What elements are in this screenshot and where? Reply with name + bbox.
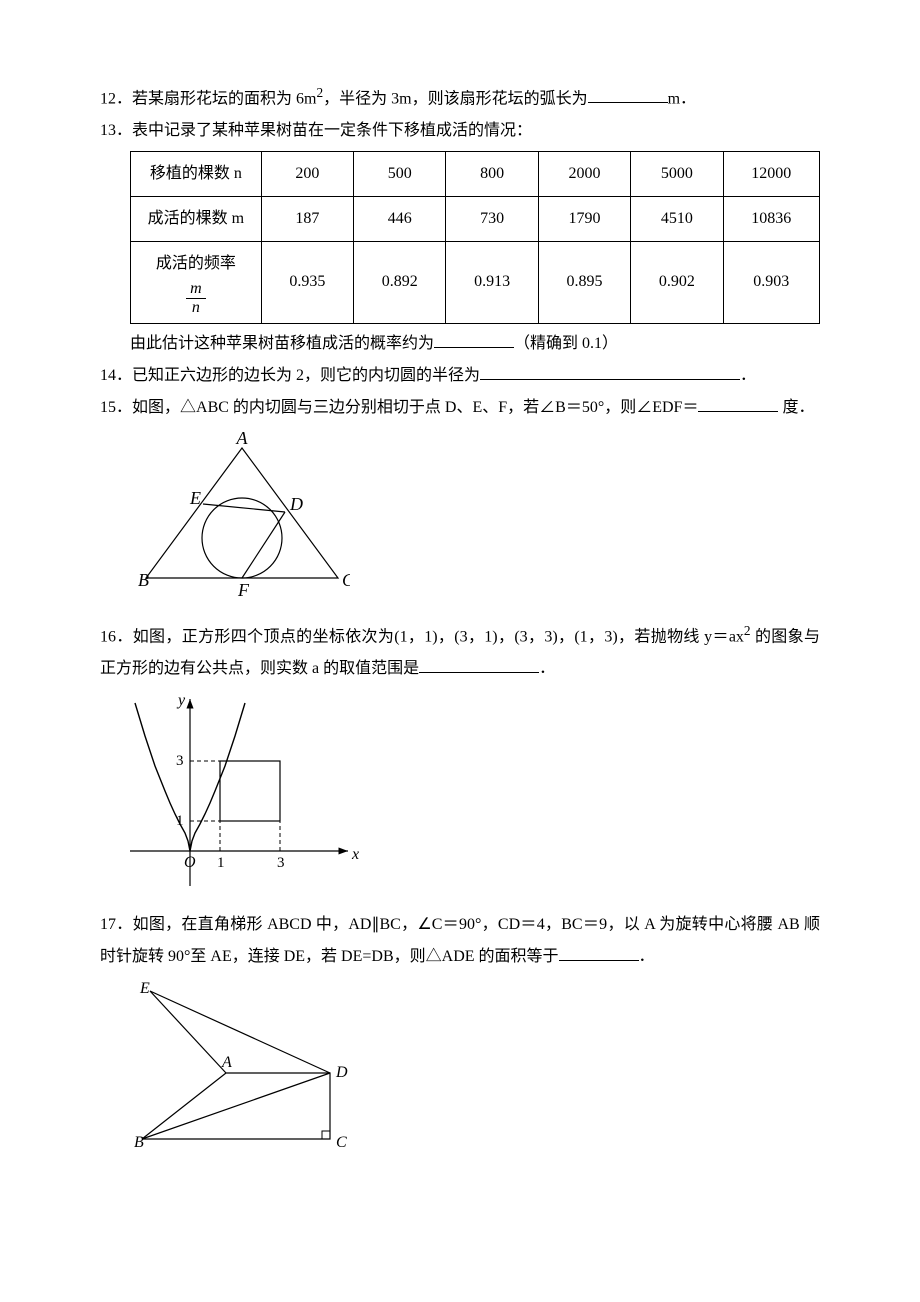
q15-number: 15．: [100, 399, 132, 416]
q15-text-b: 度．: [782, 399, 814, 416]
q15-blank: [698, 395, 778, 412]
svg-text:x: x: [351, 846, 359, 863]
q17-text-b: ．: [639, 948, 655, 965]
question-12: 12．若某扇形花坛的面积为 6m2，半径为 3m，则该扇形花坛的弧长为m．: [100, 80, 820, 115]
q16-text-c: ．: [539, 660, 555, 677]
table-row: 移植的棵数 n 200 500 800 2000 5000 12000: [131, 152, 820, 197]
svg-text:1: 1: [217, 855, 225, 871]
table-cell: 0.935: [261, 242, 353, 323]
q16-sup2: 2: [744, 623, 751, 638]
svg-text:A: A: [236, 430, 249, 448]
svg-text:D: D: [335, 1064, 348, 1081]
table-cell: 4510: [631, 197, 723, 242]
q16-text-a: 如图，正方形四个顶点的坐标依次为(1，1)，(3，1)，(3，3)，(1，3)，…: [133, 628, 744, 645]
q13-rowlabel-freq: 成活的频率 mn: [131, 242, 262, 323]
q13-table: 移植的棵数 n 200 500 800 2000 5000 12000 成活的棵…: [130, 151, 820, 323]
q17-text-a: 如图，在直角梯形 ABCD 中，AD∥BC，∠C＝90°，CD＝4，BC＝9，以…: [100, 916, 820, 965]
q12-text-b: ，半径为 3m，则该扇形花坛的弧长为: [323, 90, 587, 107]
svg-text:E: E: [189, 488, 201, 508]
svg-text:C: C: [342, 570, 350, 590]
svg-text:E: E: [139, 980, 150, 997]
q17-blank: [559, 944, 639, 961]
table-row: 成活的棵数 m 187 446 730 1790 4510 10836: [131, 197, 820, 242]
q14-blank: [480, 363, 740, 380]
q13-rowlabel-m: 成活的棵数 m: [131, 197, 262, 242]
svg-text:O: O: [184, 854, 196, 871]
q16-figure: O x y 1 3 1 3: [130, 691, 820, 903]
table-cell: 500: [354, 152, 446, 197]
q13-after-a: 由此估计这种苹果树苗移植成活的概率约为: [130, 335, 434, 352]
svg-text:3: 3: [176, 753, 184, 769]
table-cell: 0.903: [723, 242, 819, 323]
trapezoid-rotation-icon: A B C D E: [130, 979, 360, 1154]
table-cell: 12000: [723, 152, 819, 197]
q17-figure: A B C D E: [130, 979, 820, 1166]
q14-text-a: 已知正六边形的边长为 2，则它的内切圆的半径为: [132, 367, 480, 384]
question-13: 13．表中记录了某种苹果树苗在一定条件下移植成活的情况：: [100, 115, 820, 147]
svg-text:A: A: [221, 1054, 232, 1071]
q15-text-a: 如图，△ABC 的内切圆与三边分别相切于点 D、E、F，若∠B＝50°，则∠ED…: [132, 399, 698, 416]
svg-text:C: C: [336, 1134, 347, 1151]
svg-text:B: B: [134, 1134, 144, 1151]
question-16: 16．如图，正方形四个顶点的坐标依次为(1，1)，(3，1)，(3，3)，(1，…: [100, 618, 820, 685]
svg-text:F: F: [237, 580, 250, 600]
table-cell: 0.895: [538, 242, 630, 323]
table-cell: 730: [446, 197, 538, 242]
svg-text:1: 1: [176, 813, 184, 829]
q14-text-b: ．: [740, 367, 756, 384]
svg-text:3: 3: [277, 855, 285, 871]
question-15: 15．如图，△ABC 的内切圆与三边分别相切于点 D、E、F，若∠B＝50°，则…: [100, 392, 820, 424]
table-cell: 10836: [723, 197, 819, 242]
table-cell: 2000: [538, 152, 630, 197]
q13-blank: [434, 331, 514, 348]
q13-after-b: （精确到 0.1）: [514, 335, 618, 352]
svg-text:y: y: [176, 692, 186, 709]
table-cell: 187: [261, 197, 353, 242]
table-cell: 0.902: [631, 242, 723, 323]
q12-blank: [588, 86, 668, 103]
table-cell: 200: [261, 152, 353, 197]
svg-text:B: B: [138, 570, 149, 590]
parabola-square-icon: O x y 1 3 1 3: [130, 691, 360, 891]
table-cell: 0.892: [354, 242, 446, 323]
fraction-m-over-n: mn: [186, 280, 206, 316]
q12-number: 12．: [100, 90, 132, 107]
table-cell: 0.913: [446, 242, 538, 323]
table-cell: 5000: [631, 152, 723, 197]
q14-number: 14．: [100, 367, 132, 384]
q13-number: 13．: [100, 122, 132, 139]
q17-number: 17．: [100, 916, 133, 933]
q12-text-c: m．: [668, 90, 696, 107]
table-cell: 1790: [538, 197, 630, 242]
q16-blank: [419, 656, 539, 673]
q16-number: 16．: [100, 628, 133, 645]
question-17: 17．如图，在直角梯形 ABCD 中，AD∥BC，∠C＝90°，CD＝4，BC＝…: [100, 909, 820, 973]
q13-intro: 表中记录了某种苹果树苗在一定条件下移植成活的情况：: [132, 122, 532, 139]
q13-after: 由此估计这种苹果树苗移植成活的概率约为 （精确到 0.1）: [100, 328, 820, 360]
q15-figure: A B C D E F: [130, 430, 820, 612]
svg-text:D: D: [289, 494, 303, 514]
q12-text-a: 若某扇形花坛的面积为 6m: [132, 90, 316, 107]
table-cell: 800: [446, 152, 538, 197]
table-cell: 446: [354, 197, 446, 242]
question-14: 14．已知正六边形的边长为 2，则它的内切圆的半径为 ．: [100, 360, 820, 392]
q13-rowlabel-n: 移植的棵数 n: [131, 152, 262, 197]
triangle-incircle-icon: A B C D E F: [130, 430, 350, 600]
table-row: 成活的频率 mn 0.935 0.892 0.913 0.895 0.902 0…: [131, 242, 820, 323]
